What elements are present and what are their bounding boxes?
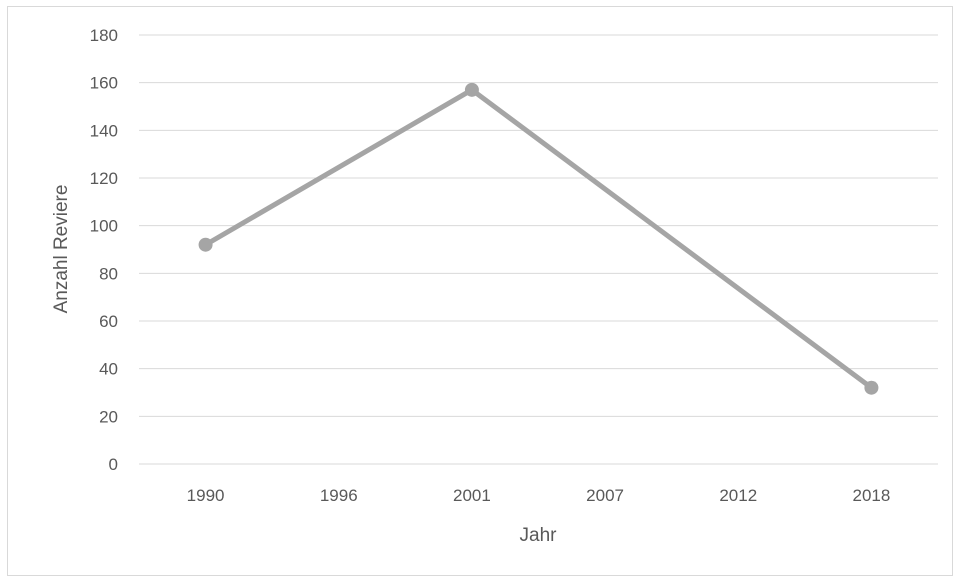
gridlines (139, 34, 938, 465)
x-tick-label: 2018 (853, 486, 891, 505)
data-point-2018 (864, 380, 879, 395)
x-tick-label: 2012 (719, 486, 757, 505)
y-tick-label: 160 (90, 74, 118, 93)
series-group (198, 82, 879, 395)
y-tick-label: 60 (99, 312, 118, 331)
y-tick-label: 40 (99, 360, 118, 379)
y-tick-label: 120 (90, 169, 118, 188)
series-line (203, 87, 874, 391)
x-tick-label: 1990 (187, 486, 225, 505)
y-axis-title: Anzahl Reviere (51, 185, 72, 314)
y-tick-label: 0 (109, 455, 118, 474)
y-tick-label: 20 (99, 407, 118, 426)
x-tick-label: 2001 (453, 486, 491, 505)
y-tick-label: 80 (99, 264, 118, 283)
data-point-2001 (464, 82, 479, 97)
x-tick-label: 1996 (320, 486, 358, 505)
y-axis-ticks: 0 20 40 60 80 100 120 140 160 180 (90, 26, 118, 474)
y-tick-label: 140 (90, 121, 118, 140)
x-axis-ticks: 1990 1996 2001 2007 2012 2018 (187, 486, 891, 505)
chart-frame (7, 6, 953, 576)
y-tick-label: 180 (90, 26, 118, 45)
x-tick-label: 2007 (586, 486, 624, 505)
y-tick-label: 100 (90, 217, 118, 236)
data-point-1990 (198, 237, 213, 252)
x-axis-title: Jahr (520, 525, 558, 546)
